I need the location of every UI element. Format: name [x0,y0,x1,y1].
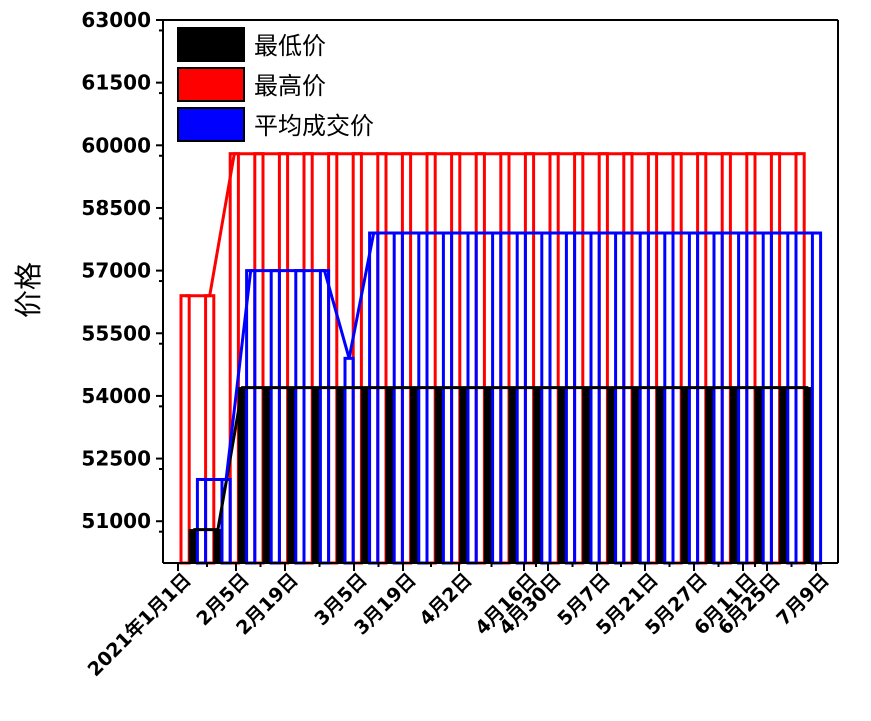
bar-avg [614,231,626,565]
y-tick-label: 60000 [81,133,151,157]
bar-avg [810,231,823,565]
y-tick-label: 54000 [81,384,151,408]
bar-avg [687,231,700,565]
bar-avg [564,231,577,565]
legend-label-min: 最低价 [254,32,326,60]
bar-avg [269,269,281,565]
bar-avg [712,231,724,565]
bar-avg [466,231,478,565]
x-tick-label: 4月2日 [415,569,476,630]
y-tick-label: 52500 [81,447,151,471]
legend-label-max: 最高价 [254,72,326,100]
legend: 最低价 最高价 平均成交价 [177,27,374,142]
line-max [185,152,801,298]
line-avg [201,231,817,481]
bar-avg [737,231,749,565]
y-tick-label: 51000 [81,509,151,533]
x-tick-label: 7月9日 [772,569,833,630]
bar-avg [294,269,306,565]
y-tick-label: 58500 [81,196,151,220]
bar-avg [491,231,503,565]
bar-avg [318,269,331,565]
y-tick-label: 55500 [81,321,151,345]
legend-swatch-min [177,27,245,62]
legend-swatch-max [177,67,245,102]
x-tick-label: 2021年1月1日 [83,568,196,681]
bar-avg [195,477,208,565]
y-tick-label: 61500 [81,71,151,95]
bar-avg [515,231,527,565]
bar-avg [589,231,601,565]
y-tick-label: 63000 [81,8,151,32]
legend-swatch-avg [177,107,245,142]
line-min [193,386,809,532]
bar-avg [441,231,454,565]
bar-avg [638,231,650,565]
bar-avg [368,231,380,565]
bar-avg [663,231,675,565]
bar-avg [245,269,257,565]
bar-avg [540,231,552,565]
bar-avg [786,231,798,565]
legend-label-avg: 平均成交价 [254,112,374,140]
bars-layer [179,152,823,565]
y-tick-label: 57000 [81,259,151,283]
bar-avg [761,231,773,565]
bar-max [179,294,191,565]
bar-avg [417,231,429,565]
y-axis-title: 价格 [12,262,45,318]
bar-avg [392,231,404,565]
lines-layer [185,152,817,532]
